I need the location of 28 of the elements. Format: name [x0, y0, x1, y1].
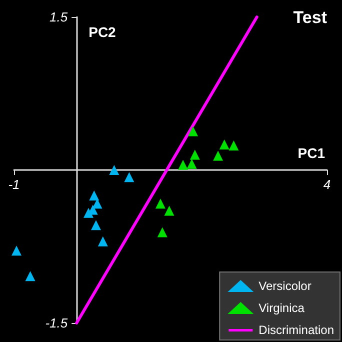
point	[155, 198, 166, 209]
legend-label: Versicolor	[258, 279, 312, 293]
point	[157, 227, 168, 238]
chart-title: Test	[293, 8, 328, 27]
point	[109, 165, 120, 175]
legend-label: Virginica	[258, 301, 305, 315]
point	[91, 220, 102, 230]
x-tick-label: 4	[323, 177, 331, 192]
point	[164, 206, 174, 216]
point	[98, 236, 108, 246]
point	[83, 208, 94, 218]
point	[228, 140, 239, 151]
point	[124, 172, 134, 182]
point	[190, 150, 200, 160]
point	[12, 246, 22, 256]
x-axis-title: PC1	[298, 145, 326, 161]
y-tick-label: 1.5	[50, 10, 68, 24]
point	[186, 158, 197, 169]
point	[89, 190, 100, 200]
y-axis-title: PC2	[88, 24, 116, 40]
y-tick-label: -1.5	[45, 316, 68, 330]
point	[213, 150, 224, 161]
point	[178, 160, 188, 170]
point	[219, 140, 230, 150]
point	[25, 271, 36, 282]
legend-label: Discrimination	[258, 323, 334, 337]
x-tick-label: -1	[8, 177, 20, 192]
point	[188, 126, 198, 136]
